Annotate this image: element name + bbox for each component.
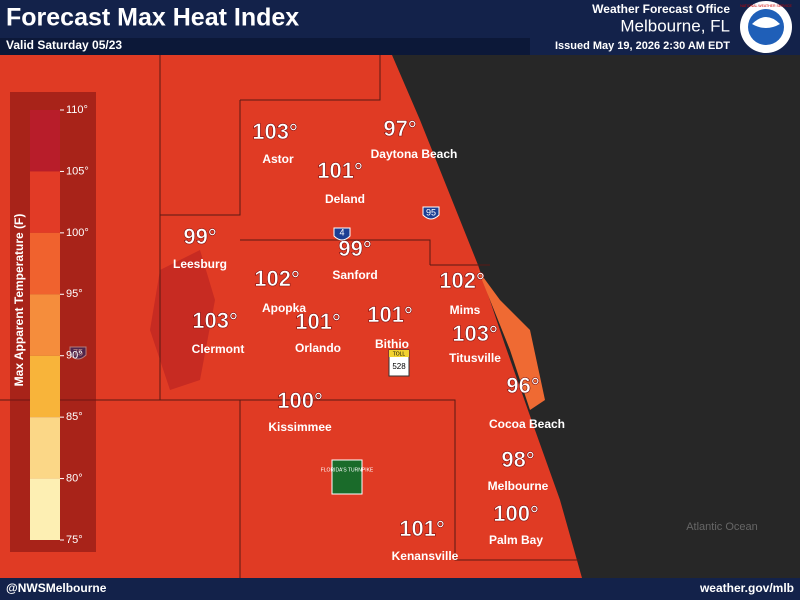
legend-band	[30, 355, 60, 418]
city-temp: 97°	[383, 116, 416, 141]
city-name: Bithio	[375, 337, 409, 351]
legend-band	[30, 417, 60, 479]
footer-url: weather.gov/mlb	[699, 581, 794, 595]
legend-tick-label: 85°	[66, 411, 83, 423]
legend-band	[30, 110, 60, 172]
city-name: Melbourne	[488, 479, 549, 493]
city-name: Cocoa Beach	[489, 417, 565, 431]
city-name: Deland	[325, 192, 365, 206]
legend-tick-label: 75°	[66, 534, 83, 546]
city-temp: 98°	[501, 447, 534, 472]
city-temp: 101°	[317, 158, 363, 183]
legend-band	[30, 232, 60, 295]
legend-band	[30, 171, 60, 233]
city-temp: 102°	[439, 268, 485, 293]
ocean-label: Atlantic Ocean	[686, 521, 758, 533]
legend-tick-label: 100°	[66, 227, 89, 239]
legend-tick-label: 80°	[66, 472, 83, 484]
cities: 103° Astor 97° Daytona Beach 101° Deland 99° Le…	[173, 116, 565, 564]
shield-label: FLORIDA'S TURNPIKE	[321, 467, 374, 473]
city-name: Sanford	[332, 268, 377, 282]
city-name: Orlando	[295, 341, 341, 355]
city-temp: 101°	[367, 302, 413, 327]
city-name: Clermont	[192, 342, 245, 356]
city-temp: 103°	[252, 119, 298, 144]
legend-band	[30, 294, 60, 356]
legend-tick-label: 110°	[66, 104, 88, 116]
city-temp: 102°	[254, 266, 300, 291]
city-temp: 103°	[452, 321, 498, 346]
footer-bar	[0, 578, 800, 600]
nws-logo: NATIONAL WEATHER SERVICE	[740, 1, 792, 53]
valid-bar	[0, 38, 530, 55]
city-temp: 99°	[338, 236, 371, 261]
legend-tick-label: 95°	[66, 288, 83, 300]
valid-date: Valid Saturday 05/23	[6, 38, 122, 52]
city-name: Daytona Beach	[371, 147, 458, 161]
location: Melbourne, FL	[620, 16, 730, 35]
city-temp: 99°	[183, 224, 216, 249]
sr-528: TOLL 528	[388, 349, 410, 377]
city-temp: 96°	[506, 373, 539, 398]
title: Forecast Max Heat Index	[6, 4, 299, 32]
city-name: Astor	[262, 152, 294, 166]
city-name: Palm Bay	[489, 533, 543, 547]
shield-label: 528	[392, 362, 406, 371]
legend-tick-label: 90°	[66, 350, 83, 362]
city-name: Kissimmee	[268, 420, 332, 434]
lagoon-shore	[478, 270, 545, 410]
legend-tick-label: 105°	[66, 165, 89, 177]
city-temp: 100°	[493, 501, 539, 526]
city-name: Leesburg	[173, 257, 227, 271]
legend: 110° 105° 100° 95° 90° 85° 80° 75°	[30, 104, 89, 546]
city-temp: 100°	[277, 388, 323, 413]
city-name: Kenansville	[392, 549, 459, 563]
footer-handle: @NWSMelbourne	[6, 581, 107, 595]
logo-text: NATIONAL WEATHER SERVICE	[740, 4, 792, 8]
interstate-4: 4	[333, 227, 351, 241]
office: Weather Forecast Office	[592, 2, 730, 16]
city-temp: 101°	[399, 516, 445, 541]
issued: Issued May 19, 2026 2:30 AM EDT	[555, 40, 730, 52]
legend-band	[30, 478, 60, 540]
ocean	[392, 55, 800, 578]
shield-label: 4	[339, 227, 344, 237]
city-name: Titusville	[449, 351, 501, 365]
city-name: Mims	[450, 303, 481, 317]
turnpike-shield: FLORIDA'S TURNPIKE	[321, 459, 374, 495]
hot-area	[150, 250, 215, 390]
city-temp: 101°	[295, 309, 341, 334]
shield-label: TOLL	[393, 351, 406, 357]
city-name: Apopka	[262, 301, 306, 315]
interstate-95: 95	[422, 206, 440, 220]
legend-title: Max Apparent Temperature (F)	[12, 214, 26, 387]
shield-label: 95	[426, 207, 436, 217]
city-temp: 103°	[192, 308, 238, 333]
